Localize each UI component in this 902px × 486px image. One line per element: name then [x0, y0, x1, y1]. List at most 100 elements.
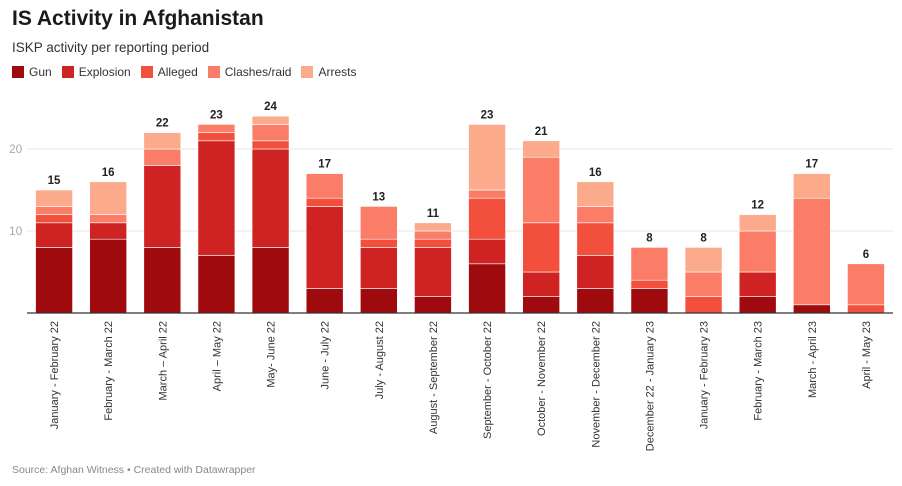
- bar-segment-gun-10: [576, 288, 615, 314]
- y-tick-label-10: 10: [9, 224, 23, 238]
- x-tick-label-13: February - March 23: [753, 321, 765, 421]
- bar-total-label-15: 6: [863, 249, 869, 261]
- bar-segment-clashes-raid-0: [35, 206, 73, 215]
- bar-segment-explosion-3: [197, 140, 236, 256]
- bar-segment-gun-2: [143, 247, 182, 314]
- legend-swatch-arrests: [301, 66, 314, 78]
- bar-segment-arrests-14: [793, 173, 831, 199]
- bar-segment-gun-0: [35, 247, 73, 314]
- bar-segment-clashes-raid-15: [847, 263, 885, 306]
- bar-segment-explosion-4: [251, 148, 290, 248]
- bar-segment-gun-11: [630, 288, 669, 314]
- legend-item-explosion: Explosion: [61, 65, 131, 79]
- bar-segment-arrests-8: [468, 124, 506, 191]
- legend-item-clashes-raid: Clashes/raid: [207, 65, 291, 79]
- bar-segment-gun-14: [793, 304, 831, 314]
- x-tick-label-8: September - October 22: [482, 321, 494, 439]
- bar-segment-gun-7: [414, 296, 452, 314]
- x-tick-label-6: July - August 22: [374, 321, 386, 399]
- x-tick-label-3: April – May 22: [211, 321, 223, 391]
- legend-swatch-explosion: [61, 66, 74, 78]
- bar-total-label-11: 8: [646, 232, 653, 244]
- bar-segment-clashes-raid-12: [684, 271, 723, 297]
- x-tick-label-14: March - April 23: [807, 321, 819, 398]
- bar-segment-explosion-6: [360, 247, 398, 289]
- bar-total-label-7: 11: [427, 208, 440, 220]
- bar-total-label-13: 12: [751, 200, 764, 212]
- bar-segment-clashes-raid-7: [414, 230, 452, 240]
- bar-segment-explosion-13: [738, 271, 777, 297]
- bar-segment-alleged-0: [35, 214, 73, 224]
- legend-swatch-clashes-raid: [207, 66, 220, 78]
- x-tick-label-11: December 22 - January 23: [644, 321, 656, 451]
- bar-total-label-1: 16: [102, 167, 115, 179]
- bar-segment-arrests-2: [143, 132, 182, 150]
- x-tick-label-12: January - February 23: [699, 321, 711, 429]
- bar-segment-alleged-7: [414, 238, 452, 248]
- bar-segment-alleged-3: [197, 132, 236, 142]
- bar-segment-alleged-15: [847, 304, 885, 314]
- bar-segment-clashes-raid-10: [576, 206, 615, 224]
- bar-segment-explosion-10: [576, 255, 615, 289]
- legend-item-alleged: Alleged: [140, 65, 198, 79]
- bar-segment-gun-5: [305, 288, 344, 314]
- bar-segment-explosion-9: [522, 271, 560, 297]
- bar-segment-explosion-0: [35, 222, 73, 248]
- legend-swatch-alleged: [140, 66, 153, 78]
- bar-segment-explosion-5: [305, 206, 344, 289]
- bar-segment-arrests-1: [89, 181, 127, 215]
- bar-segment-explosion-2: [143, 165, 182, 248]
- chart-title: IS Activity in Afghanistan: [12, 7, 264, 30]
- bar-segment-arrests-10: [576, 181, 615, 207]
- bar-segment-clashes-raid-9: [522, 156, 560, 224]
- bar-segment-clashes-raid-6: [360, 206, 398, 240]
- x-tick-label-9: October - November 22: [536, 321, 548, 436]
- bar-total-label-0: 15: [48, 175, 61, 187]
- bar-segment-gun-3: [197, 255, 236, 314]
- bar-segment-alleged-6: [360, 238, 398, 248]
- bar-total-label-6: 13: [372, 191, 385, 203]
- bar-total-label-4: 24: [264, 101, 277, 113]
- bar-total-label-10: 16: [589, 167, 602, 179]
- bar-segment-clashes-raid-14: [793, 197, 831, 306]
- chart-subtitle: ISKP activity per reporting period: [12, 40, 210, 55]
- bar-segment-alleged-11: [630, 279, 669, 289]
- x-tick-label-15: April - May 23: [861, 321, 873, 389]
- bar-segment-gun-6: [360, 288, 398, 314]
- bar-segment-clashes-raid-11: [630, 247, 669, 281]
- x-tick-label-0: January - February 22: [49, 321, 61, 429]
- bar-segment-arrests-9: [522, 140, 560, 158]
- legend-item-gun: Gun: [12, 65, 52, 79]
- legend-item-arrests: Arrests: [301, 65, 356, 79]
- bar-total-label-12: 8: [700, 232, 707, 244]
- bar-segment-arrests-13: [738, 214, 777, 232]
- bar-segment-clashes-raid-3: [197, 124, 236, 133]
- bar-segment-clashes-raid-1: [89, 214, 127, 224]
- bar-segment-alleged-12: [684, 296, 723, 314]
- legend-label-gun: Gun: [29, 65, 52, 79]
- legend-label-alleged: Alleged: [157, 65, 198, 79]
- bar-total-label-5: 17: [318, 159, 331, 171]
- bar-segment-gun-9: [522, 296, 560, 314]
- bar-segment-clashes-raid-13: [738, 230, 777, 273]
- bar-segment-alleged-10: [576, 222, 615, 256]
- bar-segment-arrests-0: [35, 189, 73, 207]
- bar-segment-gun-4: [251, 247, 290, 314]
- bar-segment-explosion-8: [468, 238, 506, 265]
- bar-segment-arrests-4: [251, 115, 290, 125]
- bar-segment-clashes-raid-8: [468, 189, 506, 199]
- bar-segment-alleged-8: [468, 197, 506, 240]
- x-tick-label-1: February - March 22: [103, 321, 115, 421]
- x-tick-label-7: August - September 22: [428, 321, 440, 434]
- bar-total-label-9: 21: [535, 126, 548, 138]
- bar-total-label-3: 23: [210, 109, 223, 121]
- bar-segment-clashes-raid-5: [305, 173, 344, 199]
- bar-total-label-8: 23: [481, 109, 494, 121]
- y-tick-label-20: 20: [9, 142, 23, 156]
- bar-segment-arrests-7: [414, 222, 452, 232]
- bar-segment-explosion-1: [89, 222, 127, 240]
- bar-segment-clashes-raid-4: [251, 124, 290, 142]
- bar-segment-arrests-12: [684, 247, 723, 273]
- legend-label-explosion: Explosion: [78, 65, 131, 79]
